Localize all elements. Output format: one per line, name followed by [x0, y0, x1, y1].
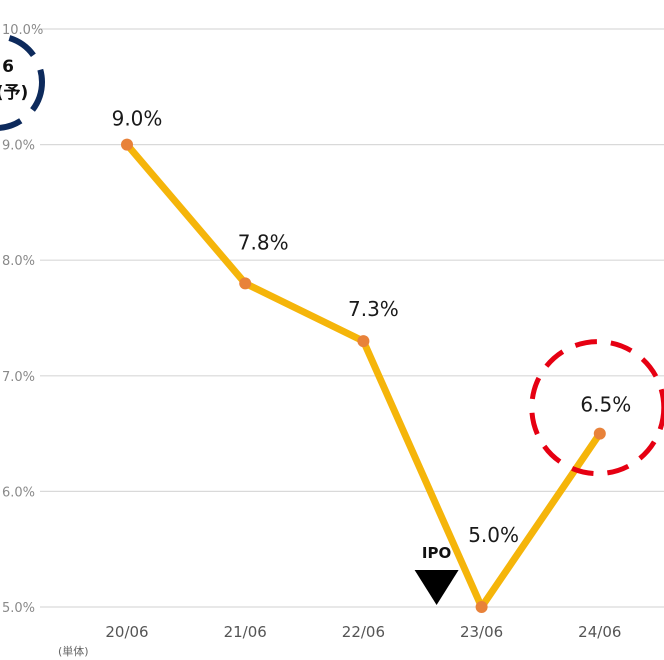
- y-tick-label: 5.0%: [2, 601, 35, 616]
- x-tick-label: 21/06: [224, 623, 267, 641]
- ipo-marker-triangle: [414, 570, 459, 605]
- data-label: 9.0%: [112, 107, 163, 131]
- data-point: [475, 601, 488, 613]
- x-tick-label: 20/06: [105, 623, 148, 641]
- data-label: 5.0%: [468, 523, 519, 547]
- data-points: [121, 138, 606, 613]
- corner-badge-line-1: 6: [2, 57, 14, 77]
- data-point: [121, 138, 133, 151]
- data-point: [239, 277, 252, 290]
- data-labels: 9.0% 7.8% 7.3% 5.0% 6.5%: [112, 107, 632, 547]
- y-tick-label: 7.0%: [2, 370, 35, 385]
- x-tick-label: 22/06: [342, 623, 385, 641]
- ipo-label: IPO: [422, 544, 451, 562]
- x-axis-ticks: 20/06 21/06 22/06 23/06 24/06: [105, 623, 621, 641]
- y-tick-label: 8.0%: [2, 254, 35, 269]
- data-point: [593, 427, 606, 440]
- data-label: 7.3%: [348, 297, 399, 321]
- x-tick-label: 23/06: [460, 623, 503, 641]
- grid-lines: [40, 28, 664, 608]
- y-tick-label: 9.0%: [2, 139, 35, 154]
- x-axis-note: (単体): [58, 644, 89, 658]
- y-tick-label: 6.0%: [2, 485, 35, 500]
- y-axis-ticks: 5.0% 6.0% 7.0% 8.0% 9.0% 10.0%: [2, 23, 43, 616]
- data-point: [357, 335, 370, 348]
- corner-badge-line-2: (予): [0, 83, 28, 103]
- corner-badge-ring: [0, 33, 45, 131]
- y-tick-label: 10.0%: [2, 23, 43, 38]
- x-tick-label: 24/06: [578, 623, 621, 641]
- data-label: 6.5%: [580, 393, 631, 417]
- data-label: 7.8%: [238, 230, 289, 254]
